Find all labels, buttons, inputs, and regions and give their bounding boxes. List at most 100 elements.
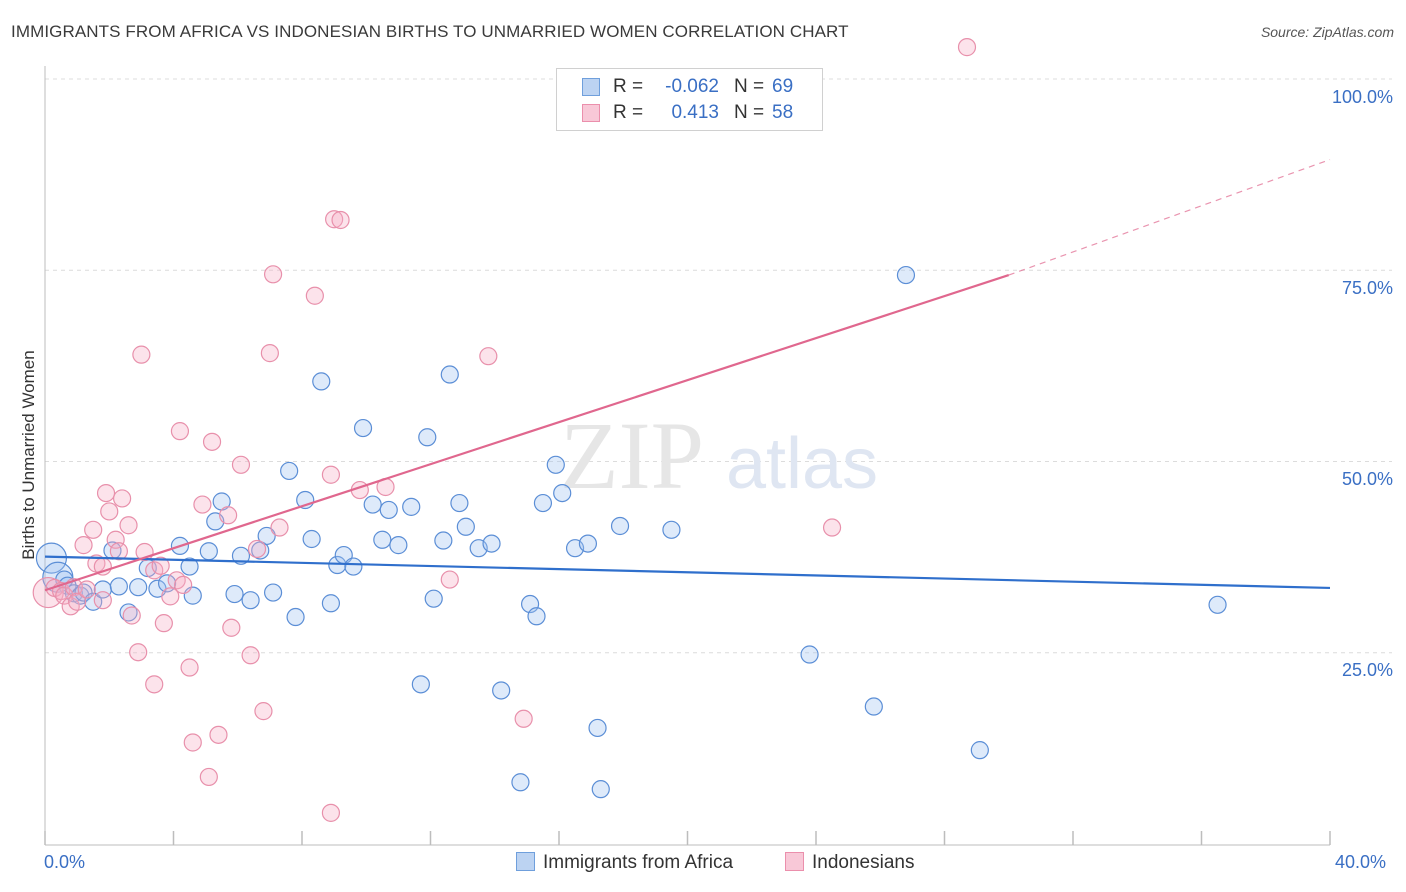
point-indonesians <box>222 618 241 637</box>
point-africa <box>440 365 459 384</box>
point-africa <box>109 577 128 596</box>
trend-line-africa <box>44 555 1331 590</box>
correlation-legend: R = -0.062 N = 69 R = 0.413 N = 58 <box>556 68 823 131</box>
n-label: N = <box>734 102 765 123</box>
watermark-zip: ZIP <box>560 402 704 509</box>
point-africa <box>662 520 681 539</box>
r-value-indonesians: 0.413 <box>671 102 719 123</box>
legend-swatch-indonesians <box>582 104 600 122</box>
point-indonesians <box>260 344 279 363</box>
axes <box>44 66 1331 846</box>
n-value-indonesians: 58 <box>772 102 794 123</box>
point-africa <box>257 526 276 546</box>
point-africa <box>553 484 572 503</box>
point-africa <box>231 546 251 565</box>
point-africa <box>302 529 321 549</box>
point-africa <box>280 461 299 481</box>
point-africa <box>353 418 373 438</box>
point-indonesians <box>479 347 498 366</box>
point-indonesians <box>263 265 283 284</box>
point-indonesians <box>957 38 977 57</box>
point-africa <box>591 780 610 799</box>
point-indonesians <box>822 518 842 537</box>
point-indonesians <box>74 536 93 555</box>
r-value-africa: -0.062 <box>665 76 719 97</box>
point-africa <box>418 428 437 447</box>
data-points <box>32 38 1227 822</box>
y-axis-label: Births to Unmarried Women <box>19 350 38 560</box>
bottom-legend-indonesians[interactable]: Indonesians <box>785 852 914 874</box>
point-africa <box>286 607 305 627</box>
point-indonesians <box>331 210 350 230</box>
watermark-atlas: atlas <box>726 424 878 504</box>
point-africa <box>434 531 453 550</box>
legend-label-indonesians: Indonesians <box>812 852 915 873</box>
x-tick-max: 40.0% <box>1335 852 1387 872</box>
watermark: ZIP atlas <box>560 402 878 509</box>
point-indonesians <box>145 561 164 580</box>
point-indonesians <box>321 803 341 822</box>
point-africa <box>896 265 916 285</box>
legend-swatch-africa <box>516 852 535 871</box>
point-indonesians <box>241 646 260 665</box>
point-indonesians <box>96 484 116 503</box>
gridlines <box>45 78 1392 654</box>
r-label: R = <box>613 102 644 123</box>
point-africa <box>511 773 530 792</box>
point-indonesians <box>129 643 148 662</box>
point-africa <box>389 536 408 555</box>
point-africa <box>74 583 93 602</box>
point-indonesians <box>145 675 164 694</box>
y-tick-100: 100.0% <box>1331 87 1393 107</box>
point-africa <box>800 645 819 664</box>
point-africa <box>864 697 883 716</box>
trend-line-indonesians <box>44 274 1010 592</box>
point-indonesians <box>209 725 228 744</box>
point-africa <box>241 591 260 610</box>
y-tick-25: 25.0% <box>1341 660 1393 680</box>
point-indonesians <box>112 489 132 508</box>
point-indonesians <box>199 767 218 787</box>
point-indonesians <box>231 455 251 474</box>
legend-swatch-indonesians <box>785 852 804 871</box>
trend-lines <box>44 158 1331 592</box>
trend-extension-indonesians <box>1008 158 1331 276</box>
r-label: R = <box>613 76 644 97</box>
chart-title: IMMIGRANTS FROM AFRICA VS INDONESIAN BIR… <box>11 22 849 41</box>
point-indonesians <box>170 422 190 441</box>
point-indonesians <box>93 591 112 610</box>
point-indonesians <box>174 575 193 595</box>
y-tick-75: 75.0% <box>1341 278 1393 298</box>
point-africa <box>199 542 218 561</box>
point-indonesians <box>247 539 267 559</box>
n-label: N = <box>734 76 765 97</box>
point-indonesians <box>321 465 341 484</box>
point-indonesians <box>154 614 173 633</box>
point-africa <box>492 681 511 700</box>
point-africa <box>379 500 398 520</box>
point-africa <box>546 455 565 474</box>
point-indonesians <box>77 580 96 599</box>
point-indonesians <box>68 592 87 611</box>
point-africa <box>970 741 989 760</box>
point-africa <box>225 584 244 604</box>
n-value-africa: 69 <box>772 76 794 97</box>
point-africa <box>119 603 138 622</box>
point-indonesians <box>122 606 141 625</box>
point-indonesians <box>61 597 80 616</box>
x-tick-min: 0.0% <box>44 852 86 872</box>
point-africa <box>1208 595 1227 614</box>
point-indonesians <box>132 345 151 364</box>
point-indonesians <box>193 495 212 514</box>
y-tick-50: 50.0% <box>1341 469 1393 489</box>
point-africa <box>402 497 421 516</box>
point-indonesians <box>440 570 459 589</box>
point-indonesians <box>180 658 199 677</box>
bottom-legend-africa[interactable]: Immigrants from Africa <box>516 852 733 874</box>
point-africa <box>312 372 331 391</box>
point-indonesians <box>106 530 125 549</box>
point-indonesians <box>254 702 273 721</box>
point-africa <box>321 594 341 613</box>
point-africa <box>450 493 469 513</box>
